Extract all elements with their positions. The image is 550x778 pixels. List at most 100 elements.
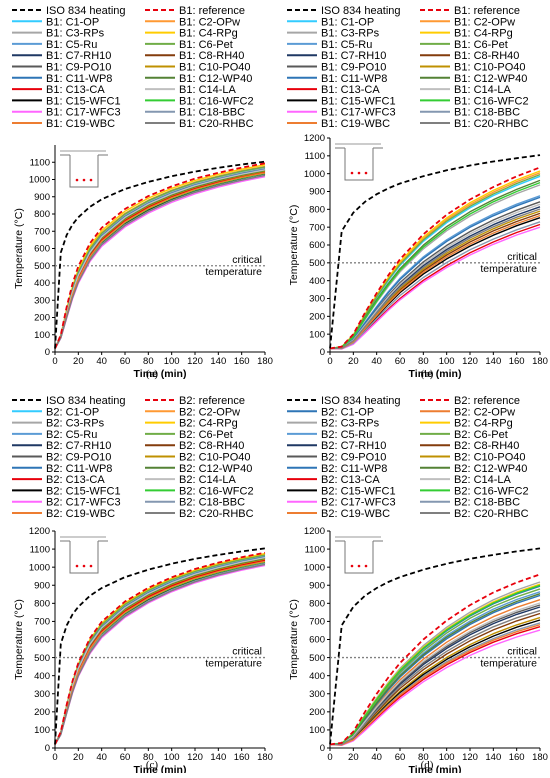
y-tick-label: 1200 (29, 526, 50, 537)
y-tick-label: 300 (309, 689, 325, 700)
y-tick-label: 700 (34, 226, 50, 237)
y-tick-label: 200 (34, 313, 50, 324)
legend-label: B2: C14-LA (179, 474, 237, 486)
x-tick-label: 40 (371, 752, 382, 763)
legend-label: ISO 834 heating (321, 5, 401, 17)
y-tick-label: 600 (309, 635, 325, 646)
critical-label-line2: temperature (480, 263, 537, 275)
y-tick-label: 500 (34, 653, 50, 664)
y-tick-label: 0 (45, 743, 50, 754)
series-lines (329, 154, 541, 350)
legend-label: B2: C18-BBC (454, 497, 520, 509)
y-tick-label: 800 (309, 205, 325, 216)
rebar-dot (357, 171, 361, 175)
legend-label: B2: C14-LA (454, 474, 512, 486)
series-line-b1-c20-rhbc (54, 174, 266, 349)
x-tick-label: 120 (187, 356, 203, 367)
rebar-dot (82, 564, 86, 568)
x-tick-label: 0 (52, 356, 57, 367)
x-tick-label: 140 (485, 752, 501, 763)
beam-outline (69, 155, 99, 188)
y-tick-label: 100 (34, 330, 50, 341)
y-tick-label: 400 (34, 278, 50, 289)
legend-label: B2: C17-WFC3 (46, 497, 121, 509)
legend-label: B1: C8-RH40 (179, 50, 244, 62)
legend-label: B1: C6-Pet (454, 39, 508, 51)
legend-label: B1: C3-RPs (321, 28, 380, 40)
y-tick-label: 200 (309, 707, 325, 718)
y-axis-title: Temperature (°C) (13, 208, 25, 289)
iso-834-line (54, 547, 266, 745)
x-tick-label: 180 (257, 752, 273, 763)
series-line-b1-c17-wfc3 (329, 226, 541, 350)
y-tick-label: 1000 (29, 175, 50, 186)
panel-caption: (b) (421, 368, 434, 380)
legend-label: B1: reference (179, 5, 245, 17)
y-tick-label: 300 (34, 295, 50, 306)
y-tick-label: 1100 (305, 151, 325, 162)
legend-label: B2: C20-RHBC (454, 508, 529, 520)
legend-label: ISO 834 heating (46, 395, 126, 407)
rebar-dot (357, 564, 361, 568)
x-tick-label: 120 (187, 752, 203, 763)
x-tick-label: 0 (327, 752, 332, 763)
y-tick-label: 900 (34, 580, 50, 591)
y-tick-label: 900 (34, 192, 50, 203)
rebar-dot (82, 178, 86, 182)
series-line-b1-c18-bbc (329, 221, 541, 350)
reference-line (54, 551, 266, 745)
critical-label-line1: critical (507, 646, 537, 658)
series-line-b2-c19-wbc (329, 624, 541, 746)
legend-label: B2: C17-WFC3 (321, 497, 396, 509)
x-axis-title: Time (min) (134, 764, 187, 773)
cross-section-icon (60, 150, 108, 188)
y-tick-label: 700 (309, 617, 325, 628)
reference-line (329, 166, 541, 350)
legend-label: B1: C20-RHBC (179, 118, 254, 130)
y-axis-title: Temperature (°C) (13, 599, 25, 680)
legend-label: B1: C1-OP (321, 16, 374, 28)
y-tick-label: 100 (309, 329, 325, 340)
critical-label-line2: temperature (205, 658, 262, 670)
y-tick-label: 400 (309, 671, 325, 682)
legend-label: B1: C18-BBC (454, 107, 520, 119)
y-tick-label: 800 (34, 209, 50, 220)
y-tick-label: 1100 (30, 544, 50, 555)
legend-label: B2: C16-WFC2 (454, 485, 529, 497)
x-tick-label: 160 (509, 356, 525, 367)
legend-label: B2: C10-PO40 (454, 452, 526, 464)
legend-label: B2: C7-RH10 (46, 440, 111, 452)
series-lines (54, 160, 266, 349)
legend-label: B2: C8-RH40 (179, 440, 244, 452)
legend-label: B1: C18-BBC (179, 107, 245, 119)
legend-label: B2: C4-RPg (454, 418, 513, 430)
series-line-b2-c14-la (54, 556, 266, 745)
x-tick-label: 80 (418, 752, 429, 763)
y-tick-label: 600 (34, 244, 50, 255)
legend-label: B1: C14-LA (454, 84, 512, 96)
critical-temperature: criticaltemperaturecritical temperature (55, 646, 265, 670)
x-tick-label: 100 (439, 356, 455, 367)
y-tick-label: 500 (309, 258, 325, 269)
legend-label: B2: C5-Ru (321, 429, 372, 441)
critical-label-line2: temperature (480, 658, 537, 670)
x-tick-label: 60 (395, 752, 406, 763)
y-tick-label: 100 (309, 725, 325, 736)
rebar-dot (364, 171, 368, 175)
y-tick-label: 0 (320, 347, 325, 358)
series-line-b2-c12-wp40 (329, 593, 541, 746)
legend-label: ISO 834 heating (321, 395, 401, 407)
rebar-dot (350, 564, 354, 568)
legend-label: B1: C8-RH40 (454, 50, 519, 62)
x-tick-label: 60 (395, 356, 406, 367)
y-tick-label: 800 (34, 599, 50, 610)
legend-label: B2: C1-OP (46, 406, 99, 418)
legend-label: ISO 834 heating (46, 5, 126, 17)
legend-label: B1: C10-PO40 (179, 62, 251, 74)
critical-label-line1: critical (232, 254, 262, 266)
legend-label: B1: C7-RH10 (46, 50, 111, 62)
legend-label: B1: C5-Ru (46, 39, 97, 51)
legend-label: B1: C4-RPg (454, 28, 513, 40)
